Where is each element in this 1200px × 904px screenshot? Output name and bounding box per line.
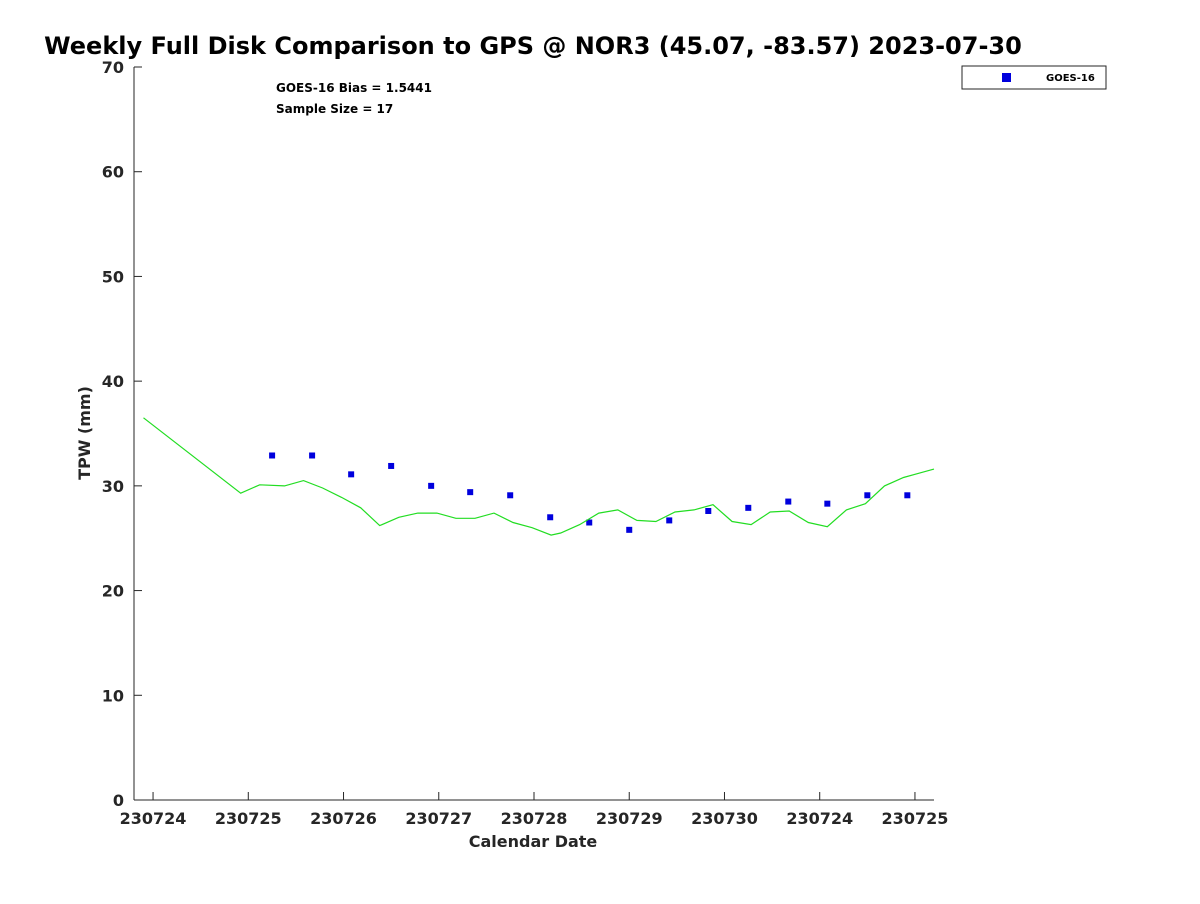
- gps-series-line: [143, 417, 935, 536]
- goes16-data-point: [824, 500, 831, 507]
- goes16-data-point: [269, 452, 276, 459]
- goes16-data-point: [666, 517, 673, 524]
- goes16-data-point: [705, 507, 712, 514]
- x-tick-label: 230724: [786, 809, 853, 828]
- y-tick-label: 30: [102, 477, 124, 496]
- legend-marker-goes16: [1002, 73, 1011, 82]
- goes16-data-point: [467, 489, 474, 496]
- goes16-data-point: [428, 482, 435, 489]
- y-tick-label: 0: [113, 791, 124, 810]
- x-tick-label: 230729: [596, 809, 663, 828]
- x-tick-label: 230725: [882, 809, 949, 828]
- bias-annotation: GOES-16 Bias = 1.5441: [276, 81, 432, 95]
- goes16-data-point: [864, 492, 871, 499]
- y-tick-label: 70: [102, 58, 124, 77]
- goes16-data-point: [309, 452, 316, 459]
- legend-label-goes16: GOES-16: [1046, 73, 1095, 84]
- x-tick-label: 230726: [310, 809, 377, 828]
- legend-box: [961, 65, 1107, 90]
- x-tick-label: 230724: [120, 809, 187, 828]
- goes16-data-point: [586, 519, 593, 526]
- goes16-data-point: [626, 526, 633, 533]
- goes16-data-point: [745, 504, 752, 511]
- y-tick-label: 60: [102, 163, 124, 182]
- plot-layer: [143, 417, 935, 536]
- x-axis-label: Calendar Date: [469, 832, 598, 851]
- x-tick-label: 230728: [501, 809, 568, 828]
- sample-size-annotation: Sample Size = 17: [276, 102, 393, 116]
- goes16-data-point: [904, 492, 911, 499]
- x-tick-label: 230725: [215, 809, 282, 828]
- legend: GOES-16: [961, 65, 1107, 90]
- chart-title: Weekly Full Disk Comparison to GPS @ NOR…: [44, 32, 1022, 60]
- plot-area: [134, 67, 934, 800]
- axis-layer: 0 10 20 30 40 50 60 70 230724 230725 230726 230727 2…: [102, 58, 949, 828]
- y-tick-label: 20: [102, 582, 124, 601]
- goes16-data-point: [507, 492, 514, 499]
- goes16-data-point: [348, 471, 355, 478]
- y-axis-label: TPW (mm): [75, 386, 94, 480]
- y-tick-label: 50: [102, 267, 124, 286]
- goes16-data-point: [785, 498, 792, 505]
- x-tick-label: 230730: [691, 809, 758, 828]
- x-tick-label: 230727: [405, 809, 472, 828]
- goes16-data-point: [388, 462, 395, 469]
- y-tick-label: 10: [102, 686, 124, 705]
- goes16-data-point: [547, 514, 554, 521]
- y-tick-label: 40: [102, 372, 124, 391]
